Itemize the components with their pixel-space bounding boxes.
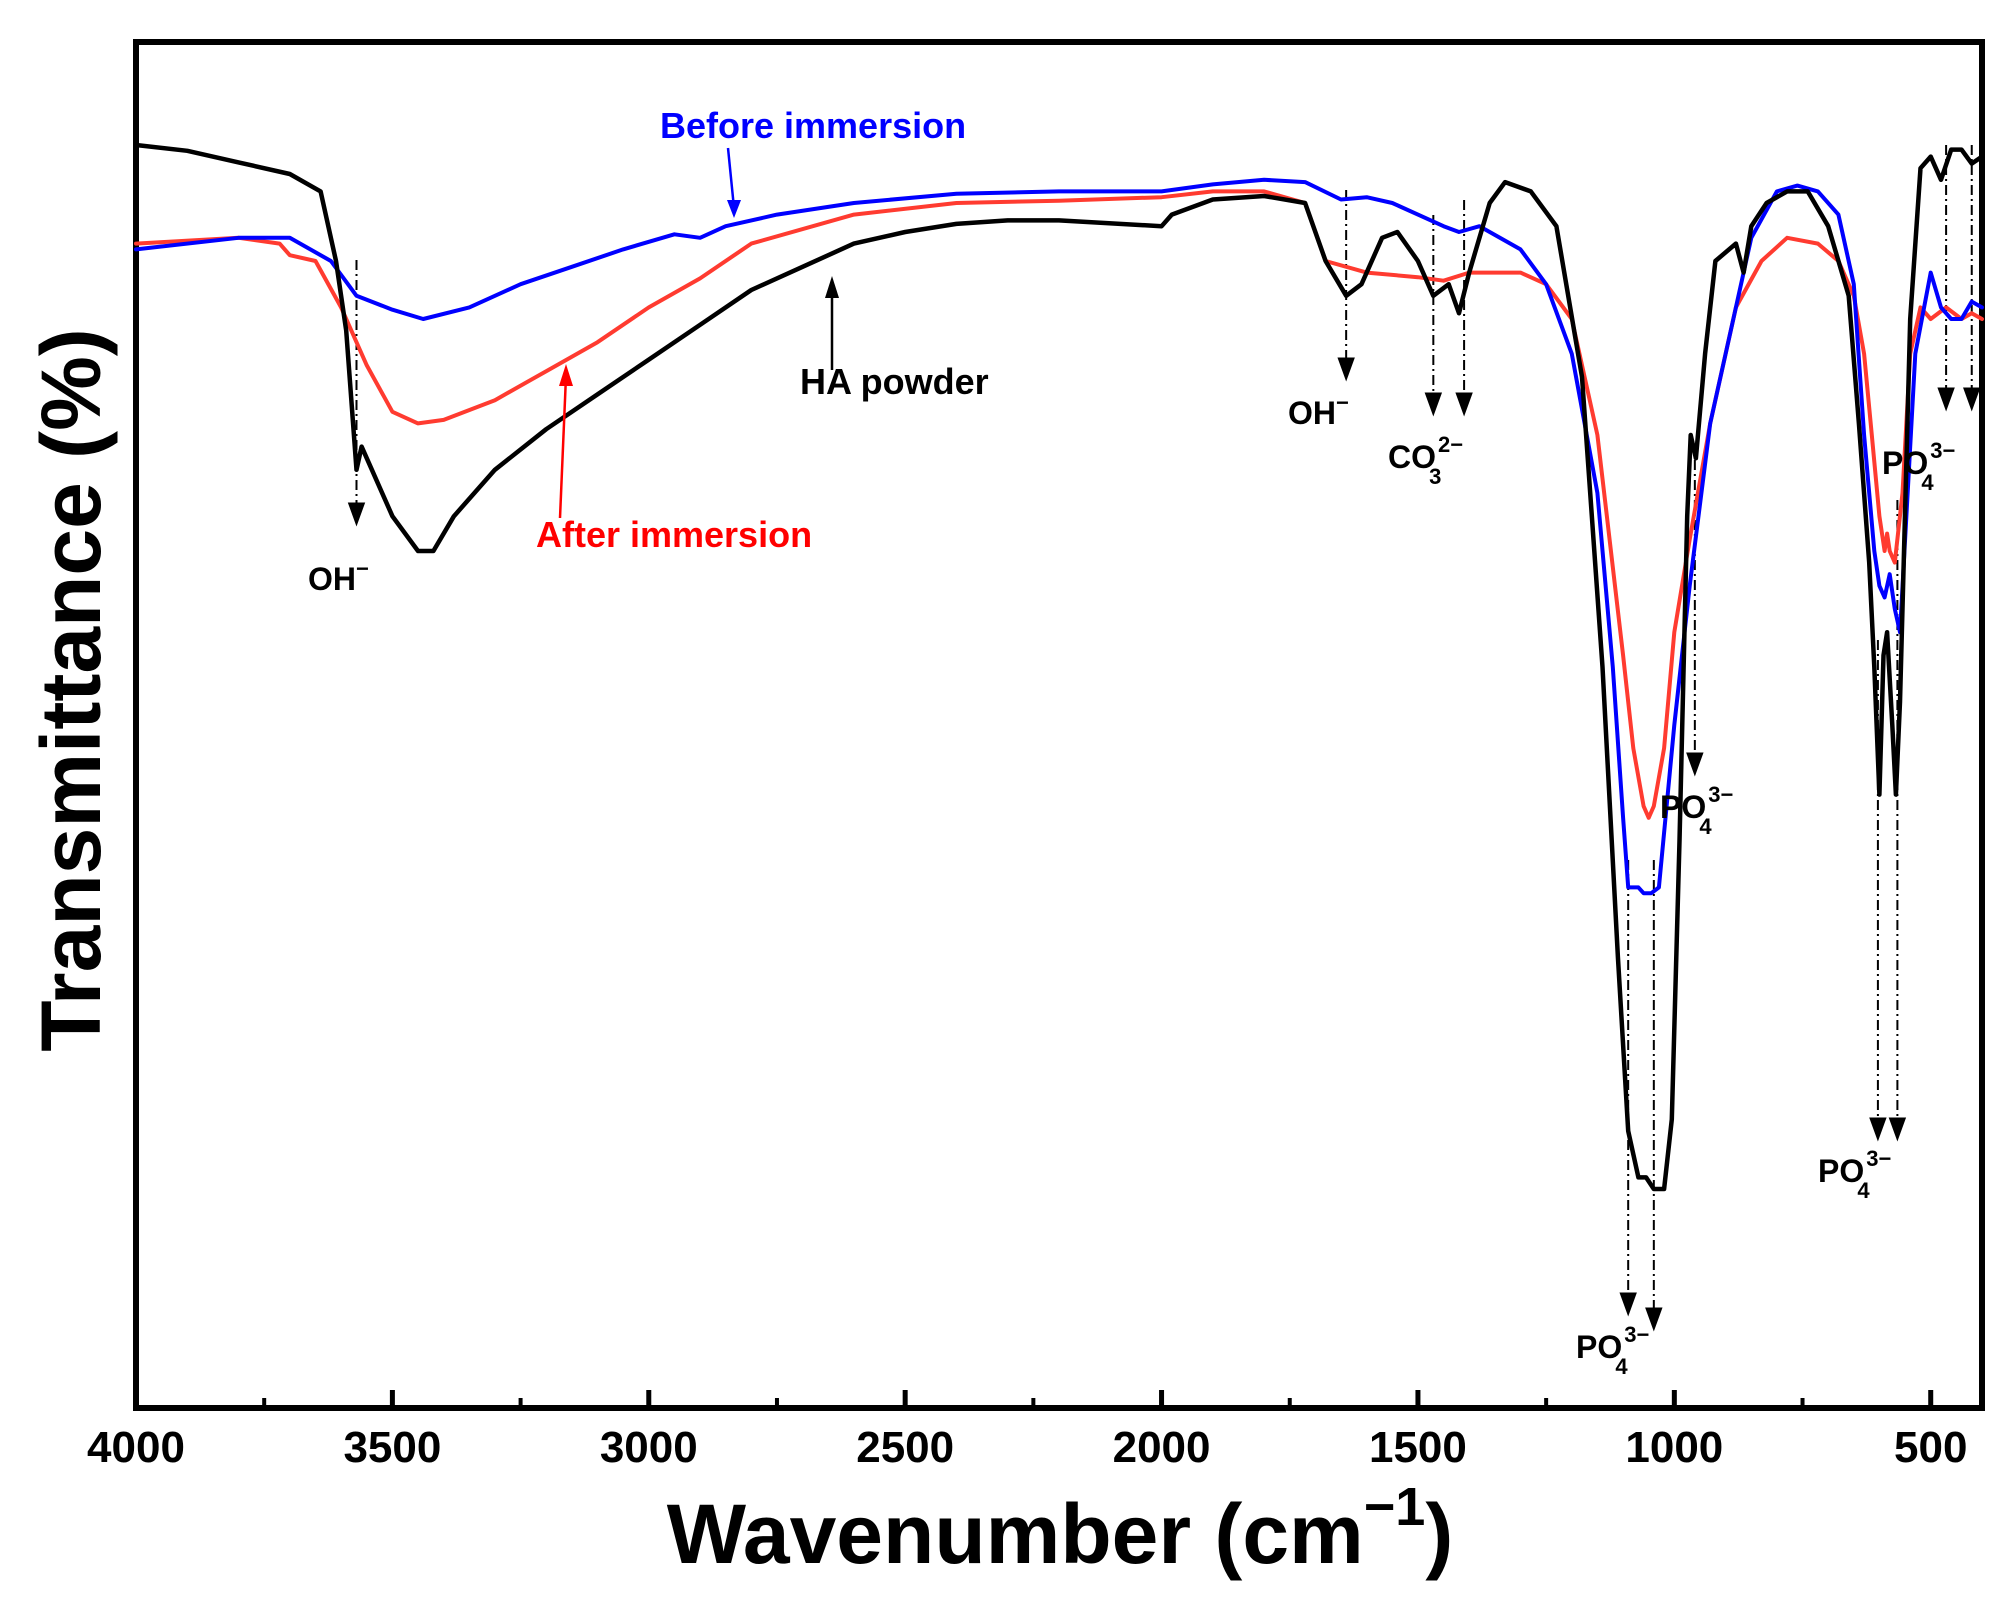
peak-label-po4-4: PO3− 4 [1882,438,1955,495]
x-tick-label-2000: 2000 [1113,1423,1211,1472]
series-line-after-immersion [134,189,1984,820]
label-pointer-after [558,364,573,519]
peak-label-co3: CO2− 3 [1388,432,1463,489]
y-axis-title: Transmittance (%) [24,328,118,1052]
peak-label-oh-1: OH− [308,556,369,597]
x-axis-ticks: 4000 3500 3000 2500 2000 1500 1000 500 [87,1390,1967,1472]
x-tick-label-3000: 3000 [600,1423,698,1472]
peak-label-po4-2: PO3− 4 [1576,1322,1649,1379]
peak-label-po4-1: PO3− 4 [1660,782,1733,839]
guide-arrow-po4-470 [1937,387,1955,412]
series-line-before-immersion [134,177,1984,896]
guide-arrow-oh-1640 [1337,357,1355,382]
x-tick-label-500: 500 [1894,1423,1967,1472]
guide-arrow-po4-420 [1963,387,1981,412]
x-tick-label-3500: 3500 [343,1423,441,1472]
guide-arrow-po4-1040 [1645,1307,1663,1332]
x-tick-label-2500: 2500 [856,1423,954,1472]
x-tick-label-1500: 1500 [1369,1423,1467,1472]
plot-frame [133,39,1985,1411]
label-before-immersion: Before immersion [660,105,966,146]
peak-label-po4-3: PO3− 4 [1818,1146,1891,1203]
guide-arrow-po4-603 [1869,1117,1887,1142]
guide-arrow-po4-960 [1686,752,1704,777]
guide-arrow-oh-3570 [347,502,366,527]
guide-arrow-co3-1470 [1424,392,1443,417]
guide-arrow-co3-1410 [1455,392,1473,417]
peak-guides [347,145,1981,1332]
label-pointer-before [726,147,741,218]
label-ha-powder: HA powder [800,361,989,402]
x-tick-label-4000: 4000 [87,1423,185,1472]
series-line-ha-powder [133,142,1985,1192]
peak-label-oh-2: OH− [1288,390,1349,431]
guide-arrow-po4-1090 [1619,1292,1637,1317]
guide-arrow-po4-565 [1888,1117,1907,1142]
label-after-immersion: After immersion [536,514,812,555]
x-tick-label-1000: 1000 [1625,1423,1723,1472]
x-axis-title: Wavenumber (cm−1) [667,1477,1454,1581]
label-pointer-ha [825,276,839,370]
series-lines [133,142,1985,1192]
